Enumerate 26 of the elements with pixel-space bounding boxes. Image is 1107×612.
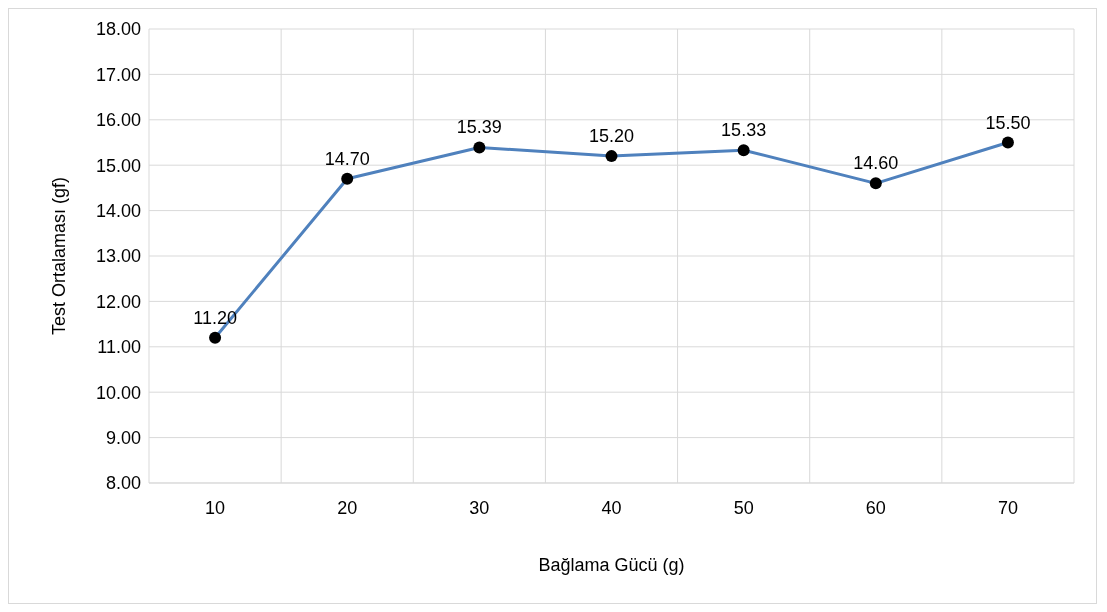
data-label: 15.20 [588,126,635,147]
y-tick-label: 16.00 [95,110,141,131]
x-tick-label: 40 [601,497,622,518]
data-label: 14.60 [853,153,899,174]
x-tick-label: 50 [733,497,754,518]
data-label: 15.33 [721,120,767,141]
y-tick-label: 13.00 [95,246,141,267]
y-tick-label: 9.00 [105,427,141,448]
x-tick-label: 30 [469,497,490,518]
y-tick-label: 8.00 [105,473,141,494]
x-tick-label: 70 [997,497,1018,518]
y-tick-label: 14.00 [95,200,141,221]
data-label: 14.70 [324,148,370,169]
y-tick-label: 11.00 [97,337,141,358]
x-tick-label: 10 [205,497,226,518]
data-label: 15.50 [985,112,1031,133]
y-axis-title: Test Ortalaması (gf) [49,176,70,336]
x-tick-label: 20 [337,497,358,518]
x-tick-label: 60 [865,497,886,518]
x-axis-title: Bağlama Gücü (g) [538,555,685,575]
y-tick-label: 15.00 [95,155,141,176]
y-tick-label: 18.00 [95,19,141,40]
data-label: 15.39 [456,117,502,138]
y-tick-label: 10.00 [95,382,141,403]
y-tick-label: 17.00 [95,64,141,85]
y-tick-label: 12.00 [95,291,141,312]
